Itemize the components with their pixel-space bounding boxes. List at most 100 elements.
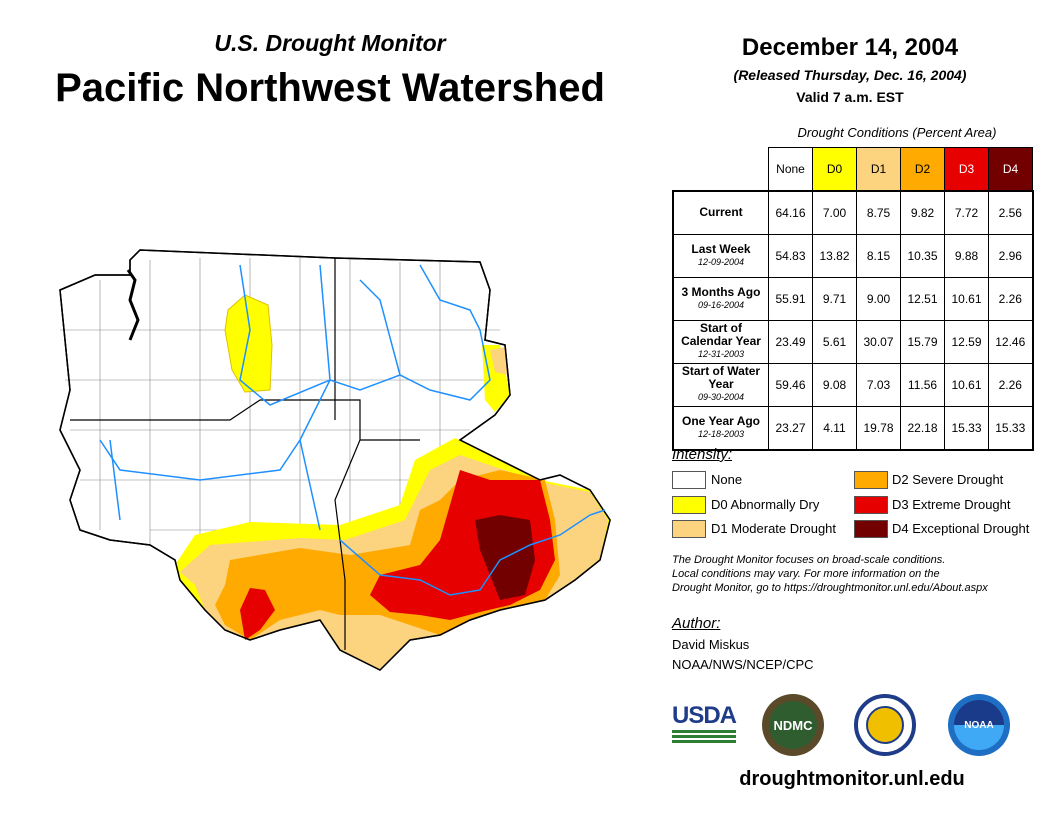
region-d3	[240, 588, 275, 640]
legend-label: D1 Moderate Drought	[711, 521, 837, 536]
legend-label: None	[711, 472, 743, 487]
table-cell: 12.51	[900, 276, 945, 321]
row-label-text: Start of Water Year	[681, 364, 761, 391]
table-row: Last Week 12-09-2004 54.83 13.82 8.15 10.35 9.…	[672, 233, 1033, 278]
table-cell: 12.46	[988, 319, 1033, 364]
legend-swatch-d2	[854, 471, 888, 489]
rivers	[99, 264, 606, 596]
region-d1	[490, 347, 508, 375]
legend-swatch-d3	[854, 496, 888, 514]
table-cell: 59.46	[768, 362, 813, 407]
legend-label: D4 Exceptional Drought	[892, 521, 1030, 536]
table-cell: 8.75	[856, 190, 901, 235]
region-d0	[224, 294, 273, 393]
table-cell: 9.08	[812, 362, 857, 407]
table-cell: 5.61	[812, 319, 857, 364]
table-row: One Year Ago 12-18-2003 23.27 4.11 19.78 22.1…	[672, 405, 1033, 450]
table-cell: 10.61	[944, 276, 989, 321]
legend-label: D0 Abnormally Dry	[711, 497, 820, 512]
col-d4: D4	[988, 147, 1033, 191]
state-lines	[70, 258, 420, 650]
table-row: Current 64.16 7.00 8.75 9.82 7.72 2.56	[672, 190, 1033, 235]
row-label-text: Last Week	[691, 241, 751, 256]
row-label-text: One Year Ago	[681, 413, 761, 428]
legend-label: D2 Severe Drought	[892, 472, 1004, 487]
note-line: Local conditions may vary. For more info…	[672, 568, 940, 580]
noaa-logo-text: NOAA	[954, 700, 1004, 750]
table-cell: 9.00	[856, 276, 901, 321]
table-row: Start of Water Year 09-30-2004 59.46 9.08 7.…	[672, 362, 1033, 407]
puget-sound	[126, 269, 140, 341]
author-name: David Miskus	[672, 637, 750, 652]
table-cell: 9.82	[900, 190, 945, 235]
table-cell: 7.03	[856, 362, 901, 407]
row-date: 12-31-2003	[697, 349, 745, 359]
table-cell: 55.91	[768, 276, 813, 321]
table-cell: 2.96	[988, 233, 1033, 278]
table-cell: 23.27	[768, 405, 813, 450]
table-row: 3 Months Ago 09-16-2004 55.91 9.71 9.00 12.51…	[672, 276, 1033, 321]
table-cell: 23.49	[768, 319, 813, 364]
drought-map	[59, 249, 611, 671]
table-cell: 7.00	[812, 190, 857, 235]
row-label: One Year Ago 12-18-2003	[672, 405, 769, 450]
table-cell: 11.56	[900, 362, 945, 407]
table-row: Start of Calendar Year 12-31-2003 23.49 5.6…	[672, 319, 1033, 364]
note-line: Drought Monitor, go to https://droughtmo…	[672, 582, 988, 594]
table-cell: 12.59	[944, 319, 989, 364]
author-org: NOAA/NWS/NCEP/CPC	[672, 657, 814, 672]
table-cell: 30.07	[856, 319, 901, 364]
table-cell: 64.16	[768, 190, 813, 235]
commerce-seal-icon	[854, 694, 916, 756]
table-cell: 9.88	[944, 233, 989, 278]
row-date: 12-18-2003	[697, 428, 745, 439]
table-cell: 8.15	[856, 233, 901, 278]
legend-label: D3 Extreme Drought	[892, 497, 1011, 512]
table-cell: 4.11	[812, 405, 857, 450]
table-cell: 2.26	[988, 276, 1033, 321]
footer-url[interactable]: droughtmonitor.unl.edu	[739, 768, 965, 790]
col-d0: D0	[812, 147, 857, 191]
table-cell: 15.33	[944, 405, 989, 450]
row-label: Current	[672, 190, 769, 235]
table-cell: 54.83	[768, 233, 813, 278]
table-cell: 10.35	[900, 233, 945, 278]
table-cell: 15.33	[988, 405, 1033, 450]
table-cell: 22.18	[900, 405, 945, 450]
col-d2: D2	[900, 147, 945, 191]
drought-table: None D0 D1 D2 D3 D4 Current 64.16 7.00 8.75…	[672, 147, 1034, 451]
legend-swatch-none	[672, 471, 706, 489]
col-d1: D1	[856, 147, 901, 191]
legend-swatch-d0	[672, 496, 706, 514]
usda-logo-text: USDA	[672, 702, 737, 729]
table-cell: 2.56	[988, 190, 1033, 235]
map-title: Pacific Northwest Watershed	[55, 66, 605, 110]
table-cell: 13.82	[812, 233, 857, 278]
disclaimer: The Drought Monitor focuses on broad-sca…	[672, 553, 988, 595]
row-date: 09-16-2004	[697, 299, 745, 310]
table-cell: 19.78	[856, 405, 901, 450]
row-label: Start of Water Year 09-30-2004	[672, 362, 769, 407]
release-date: (Released Thursday, Dec. 16, 2004)	[733, 67, 967, 83]
ndmc-logo-text: NDMC	[769, 701, 817, 749]
table-cell: 15.79	[900, 319, 945, 364]
row-label-text: Start of Calendar Year	[681, 321, 761, 348]
ndmc-logo: NDMC	[762, 694, 824, 756]
row-label: Last Week 12-09-2004	[672, 233, 769, 278]
col-none: None	[768, 147, 813, 191]
row-date: 09-30-2004	[697, 392, 745, 402]
table-cell: 2.26	[988, 362, 1033, 407]
valid-time: Valid 7 a.m. EST	[796, 89, 904, 105]
row-label-text: 3 Months Ago	[681, 284, 761, 299]
legend-swatch-d1	[672, 520, 706, 538]
legend-title: Intensity:	[672, 446, 733, 463]
table-cell: 10.61	[944, 362, 989, 407]
usda-logo: USDA	[672, 702, 737, 746]
note-line: The Drought Monitor focuses on broad-sca…	[672, 554, 946, 566]
row-label-text: Current	[699, 205, 743, 219]
col-d3: D3	[944, 147, 989, 191]
legend-swatch-d4	[854, 520, 888, 538]
author-label: Author:	[672, 615, 721, 632]
row-label: Start of Calendar Year 12-31-2003	[672, 319, 769, 364]
map-date: December 14, 2004	[741, 34, 959, 61]
